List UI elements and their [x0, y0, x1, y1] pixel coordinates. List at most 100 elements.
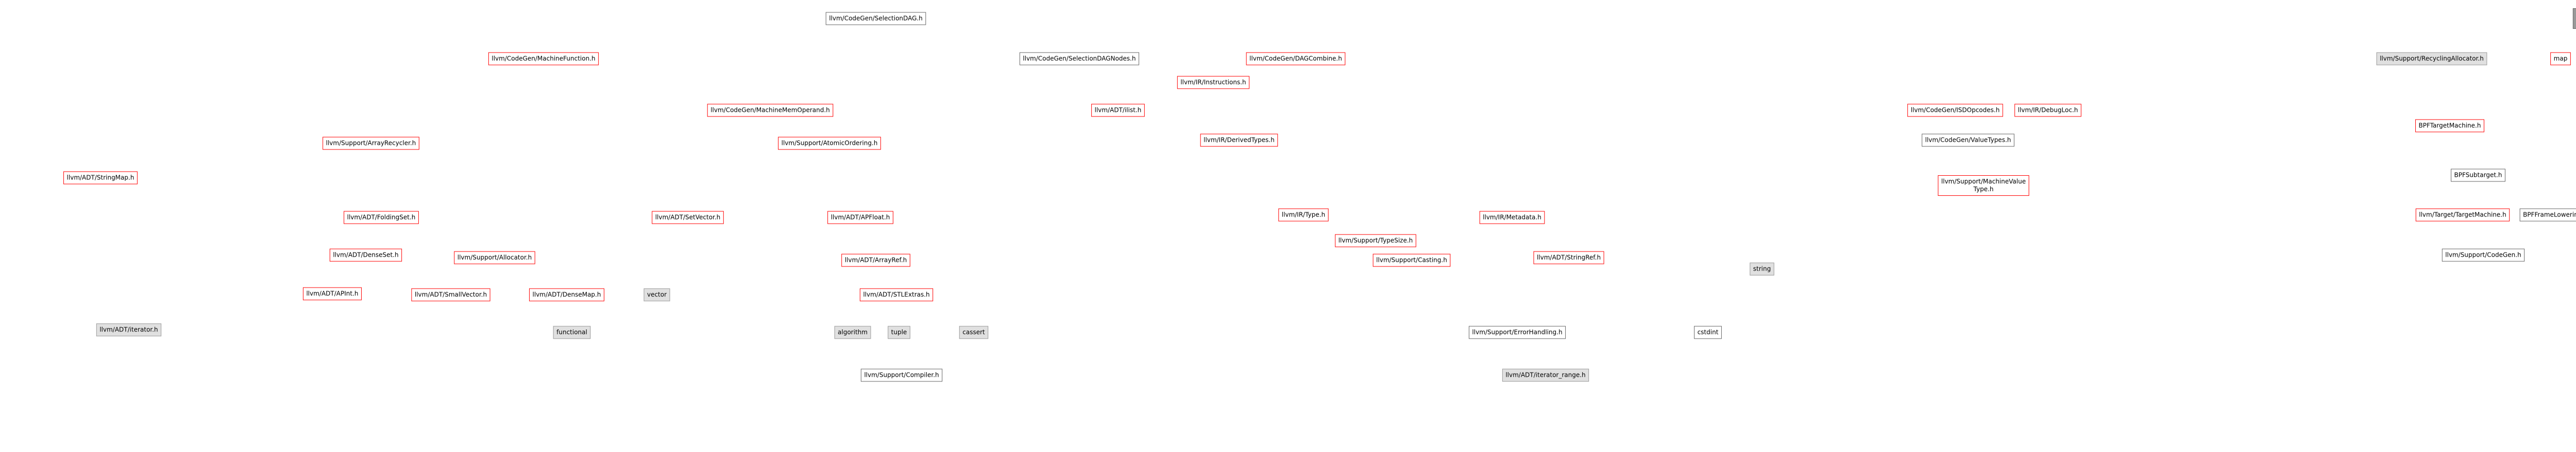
- node-label[interactable]: vector: [647, 291, 667, 298]
- node-label[interactable]: llvm/Target/TargetMachine.h: [2419, 211, 2506, 219]
- node-label[interactable]: llvm/ADT/DenseSet.h: [333, 252, 398, 259]
- node-label[interactable]: llvm/Support/ErrorHandling.h: [1472, 329, 1562, 336]
- node-label[interactable]: llvm/Support/Allocator.h: [457, 254, 532, 261]
- node[interactable]: llvm/CodeGen/MachineMemOperand.h: [707, 104, 834, 117]
- node-label[interactable]: functional: [556, 329, 587, 336]
- node-label[interactable]: llvm/ADT/ilist.h: [1095, 107, 1142, 114]
- node[interactable]: algorithm: [834, 326, 871, 339]
- node[interactable]: BPFFrameLowering.h: [2519, 208, 2576, 222]
- node[interactable]: llvm/CodeGen/DAGCombine.h: [1246, 52, 1346, 65]
- node-box: [1177, 76, 1250, 89]
- node-label[interactable]: llvm/ADT/SmallVector.h: [415, 291, 487, 298]
- node[interactable]: llvm/ADT/APFloat.h: [827, 211, 893, 224]
- node-label[interactable]: llvm/ADT/STLExtras.h: [863, 291, 929, 298]
- node-label[interactable]: llvm/ADT/StringRef.h: [1537, 254, 1601, 261]
- node-label[interactable]: llvm/IR/Instructions.h: [1180, 79, 1246, 86]
- node[interactable]: llvm/Target/TargetMachine.h: [2415, 208, 2510, 222]
- node[interactable]: tuple: [888, 326, 910, 339]
- node[interactable]: llvm/ADT/ArrayRef.h: [841, 254, 910, 267]
- node[interactable]: llvm/Support/Casting.h: [1372, 254, 1451, 267]
- node[interactable]: llvm/Support/RecyclingAllocator.h: [2376, 52, 2487, 65]
- node-label[interactable]: llvm/CodeGen/SelectionDAGNodes.h: [1023, 55, 1136, 62]
- node-label[interactable]: string: [1753, 265, 1771, 273]
- node-label[interactable]: llvm/ADT/ArrayRef.h: [845, 257, 907, 264]
- node-label[interactable]: llvm/CodeGen/MachineMemOperand.h: [710, 107, 830, 114]
- node[interactable]: llvm/ADT/SetVector.h: [652, 211, 724, 224]
- node[interactable]: llvm/ADT/STLExtras.h: [859, 288, 934, 302]
- node[interactable]: llvm/Support/AtomicOrdering.h: [778, 137, 881, 150]
- node-label[interactable]: llvm/ADT/FoldingSet.h: [347, 214, 416, 221]
- node-label[interactable]: llvm/CodeGen/MachineFunction.h: [492, 55, 595, 62]
- node-label[interactable]: llvm/ADT/StringMap.h: [67, 174, 134, 181]
- node[interactable]: llvm/ADT/StringRef.h: [1533, 251, 1604, 264]
- node[interactable]: llvm/ADT/DenseMap.h: [529, 288, 604, 302]
- node[interactable]: llvm/IR/DebugLoc.h: [2014, 104, 2081, 117]
- node-label[interactable]: llvm/Support/MachineValue: [1941, 178, 2026, 185]
- node[interactable]: functional: [553, 326, 591, 339]
- node[interactable]: llvm/Support/CodeGen.h: [2442, 248, 2525, 262]
- node-label[interactable]: llvm/CodeGen/ValueTypes.h: [1925, 137, 2011, 144]
- node-label[interactable]: llvm/Support/TypeSize.h: [1338, 237, 1413, 244]
- node[interactable]: llvm/CodeGen/ISDOpcodes.h: [1907, 104, 2003, 117]
- node[interactable]: llvm/Support/ErrorHandling.h: [1468, 326, 1566, 339]
- node[interactable]: llvm/IR/DerivedTypes.h: [1200, 133, 1278, 147]
- node[interactable]: llvm/ADT/FoldingSet.h: [344, 211, 419, 224]
- node[interactable]: cstdint: [1694, 326, 1722, 339]
- node-label[interactable]: map: [2554, 55, 2568, 62]
- node[interactable]: BPFSubtarget.h: [2451, 169, 2505, 182]
- node-label[interactable]: llvm/Support/Compiler.h: [864, 372, 939, 379]
- node-label[interactable]: llvm/Support/ArrayRecycler.h: [326, 140, 416, 147]
- node[interactable]: map: [2550, 52, 2571, 65]
- node[interactable]: llvm/IR/Type.h: [1278, 208, 1329, 222]
- node-label[interactable]: llvm/ADT/APInt.h: [306, 290, 358, 297]
- node[interactable]: lib/Target/BPF/BPFSelectionDAGInfo.cpp: [2572, 8, 2576, 29]
- node[interactable]: llvm/ADT/SmallVector.h: [411, 288, 490, 302]
- node-label[interactable]: llvm/IR/DerivedTypes.h: [1204, 137, 1275, 144]
- node[interactable]: llvm/Support/ArrayRecycler.h: [323, 137, 419, 150]
- node[interactable]: cassert: [959, 326, 989, 339]
- node-label[interactable]: algorithm: [838, 329, 868, 336]
- node[interactable]: llvm/ADT/iterator_range.h: [1502, 369, 1589, 382]
- node-label[interactable]: llvm/ADT/DenseMap.h: [533, 291, 601, 298]
- node[interactable]: llvm/ADT/iterator.h: [96, 323, 162, 337]
- node-label[interactable]: llvm/Support/Casting.h: [1376, 257, 1447, 264]
- node-label[interactable]: cstdint: [1698, 329, 1719, 336]
- node-label[interactable]: llvm/ADT/APFloat.h: [831, 214, 890, 221]
- node[interactable]: llvm/Support/TypeSize.h: [1335, 234, 1416, 247]
- node-label[interactable]: BPFSubtarget.h: [2454, 172, 2502, 179]
- node-label[interactable]: Type.h: [1973, 186, 1994, 193]
- node-label[interactable]: llvm/Support/CodeGen.h: [2445, 252, 2521, 259]
- node[interactable]: llvm/CodeGen/SelectionDAG.h: [825, 12, 926, 25]
- node-label[interactable]: llvm/ADT/SetVector.h: [655, 214, 721, 221]
- node-label[interactable]: llvm/IR/DebugLoc.h: [2018, 107, 2078, 114]
- node[interactable]: llvm/IR/Metadata.h: [1479, 211, 1545, 224]
- node[interactable]: llvm/CodeGen/ValueTypes.h: [1922, 133, 2014, 147]
- node[interactable]: vector: [643, 288, 670, 302]
- node-label[interactable]: llvm/CodeGen/ISDOpcodes.h: [1911, 107, 2000, 114]
- node-box: [827, 211, 893, 224]
- node-label[interactable]: llvm/CodeGen/SelectionDAG.h: [829, 15, 923, 22]
- node-label[interactable]: llvm/Support/AtomicOrdering.h: [782, 140, 878, 147]
- node[interactable]: llvm/Support/Compiler.h: [860, 369, 943, 382]
- node-label[interactable]: llvm/ADT/iterator_range.h: [1505, 372, 1585, 379]
- node[interactable]: string: [1750, 262, 1774, 276]
- node[interactable]: llvm/Support/Allocator.h: [454, 251, 535, 264]
- node[interactable]: llvm/IR/Instructions.h: [1177, 76, 1250, 89]
- node[interactable]: llvm/CodeGen/MachineFunction.h: [488, 52, 599, 65]
- node-label[interactable]: BPFTargetMachine.h: [2419, 122, 2481, 129]
- node-label[interactable]: llvm/CodeGen/DAGCombine.h: [1249, 55, 1342, 62]
- node-label[interactable]: llvm/Support/RecyclingAllocator.h: [2380, 55, 2484, 62]
- node[interactable]: llvm/CodeGen/SelectionDAGNodes.h: [1019, 52, 1140, 65]
- node-label[interactable]: cassert: [962, 329, 985, 336]
- node[interactable]: llvm/ADT/APInt.h: [302, 287, 362, 300]
- node-label[interactable]: llvm/IR/Type.h: [1282, 211, 1325, 219]
- node-label[interactable]: BPFFrameLowering.h: [2523, 211, 2576, 219]
- node-label[interactable]: llvm/IR/Metadata.h: [1483, 214, 1541, 221]
- node[interactable]: BPFTargetMachine.h: [2415, 119, 2484, 132]
- node-label[interactable]: llvm/ADT/iterator.h: [99, 326, 158, 333]
- node[interactable]: llvm/ADT/DenseSet.h: [329, 248, 402, 262]
- node[interactable]: llvm/ADT/ilist.h: [1091, 104, 1145, 117]
- node-label[interactable]: tuple: [891, 329, 907, 336]
- node[interactable]: llvm/ADT/StringMap.h: [63, 171, 138, 185]
